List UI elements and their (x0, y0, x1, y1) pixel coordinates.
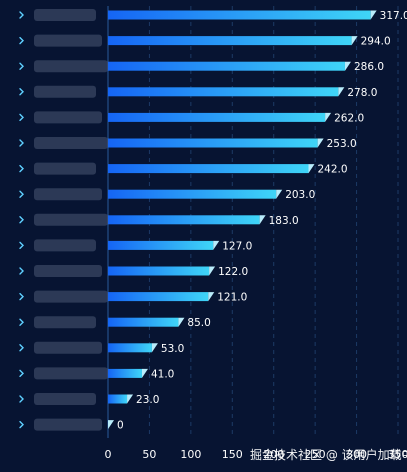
chevron-right-icon (19, 318, 24, 326)
bar (108, 394, 128, 404)
bar-tip (338, 87, 345, 97)
bar-tip (325, 112, 332, 122)
bar-tip (209, 266, 216, 276)
bar (108, 36, 352, 46)
bar-tip (370, 10, 377, 20)
category-label (34, 34, 102, 47)
value-label: 41.0 (151, 368, 174, 380)
bar-tip (208, 292, 215, 302)
category-label (34, 9, 96, 21)
bar (108, 240, 214, 250)
category-label (34, 367, 108, 380)
bar (108, 266, 210, 276)
bar-tip (127, 394, 134, 404)
bar-tip (344, 61, 351, 71)
bar-tip (308, 164, 315, 174)
x-tick-label: 300 (346, 448, 367, 461)
category-label (34, 85, 96, 98)
category-label (34, 60, 108, 73)
bar (108, 10, 371, 20)
category-label (34, 137, 108, 149)
value-label: 286.0 (354, 61, 384, 73)
value-label: 294.0 (361, 36, 391, 48)
x-tick-label: 0 (105, 448, 112, 461)
category-label (34, 418, 102, 431)
bar (108, 343, 152, 353)
chevron-right-icon (19, 11, 24, 19)
category-label (34, 213, 108, 226)
chevron-right-icon (19, 139, 24, 147)
category-label (34, 111, 102, 124)
bar-tip (259, 215, 266, 225)
value-label: 253.0 (327, 138, 357, 150)
bar-tip (351, 36, 358, 46)
category-label (34, 341, 102, 354)
category-labels (19, 9, 108, 431)
value-label: 262.0 (334, 112, 364, 124)
chevron-right-icon (19, 62, 24, 70)
category-label (34, 393, 96, 405)
bar (108, 138, 318, 148)
chevron-right-icon (19, 420, 24, 429)
bar-tip (108, 420, 114, 430)
bar-tip (276, 189, 283, 199)
chevron-right-icon (19, 88, 24, 96)
category-label (34, 265, 102, 277)
chevron-right-icon (19, 369, 24, 378)
chevron-right-icon (19, 164, 24, 173)
x-tick-label: 250 (305, 448, 326, 461)
category-label (34, 188, 102, 201)
bar-tip (178, 317, 185, 327)
bar (108, 292, 209, 302)
category-label (34, 290, 108, 303)
value-label: 242.0 (318, 164, 348, 176)
watermark-overlay: 掘金技术社区 @ 该用户加载中 (250, 448, 407, 462)
bar (108, 164, 309, 174)
bar (108, 61, 345, 71)
chevron-right-icon (19, 241, 24, 250)
value-label: 317.0 (380, 10, 407, 22)
value-label: 85.0 (187, 317, 210, 329)
bar-tip (213, 240, 220, 250)
x-tick-labels: 0 50 100 150 200 250 300 350 (105, 448, 407, 461)
value-label: 278.0 (347, 87, 377, 99)
bar (108, 189, 277, 199)
chevron-right-icon (19, 36, 24, 45)
category-label (34, 162, 96, 175)
category-label (34, 239, 96, 252)
value-label: 0 (117, 420, 124, 432)
value-label: 183.0 (269, 215, 299, 227)
x-tick-label: 150 (222, 448, 243, 461)
chevron-right-icon (19, 292, 24, 301)
bar (108, 112, 326, 122)
value-label: 23.0 (136, 394, 159, 406)
value-label: 122.0 (218, 266, 248, 278)
value-label: 121.0 (217, 292, 247, 304)
value-label: 53.0 (161, 343, 184, 355)
bar-tip (151, 343, 158, 353)
x-tick-label: 350 (388, 448, 407, 461)
value-label: 127.0 (222, 240, 252, 252)
x-tick-label: 50 (142, 448, 156, 461)
chevron-right-icon (19, 267, 24, 275)
value-labels: 317.0 294.0 286.0 278.0 262.0 253.0 242.0 203.0… (117, 10, 407, 432)
bar (108, 317, 179, 327)
value-label: 203.0 (285, 189, 315, 201)
bars (108, 10, 377, 430)
bar-tip (141, 368, 148, 378)
x-tick-label: 100 (180, 448, 201, 461)
bar-tip (317, 138, 324, 148)
bar (108, 368, 142, 378)
chevron-right-icon (19, 113, 24, 122)
chevron-right-icon (19, 216, 24, 224)
chevron-right-icon (19, 190, 24, 198)
category-label (34, 316, 96, 329)
bar (108, 87, 339, 97)
chevron-right-icon (19, 395, 24, 403)
x-tick-label: 200 (263, 448, 284, 461)
chevron-right-icon (19, 344, 24, 352)
bar (108, 215, 260, 225)
